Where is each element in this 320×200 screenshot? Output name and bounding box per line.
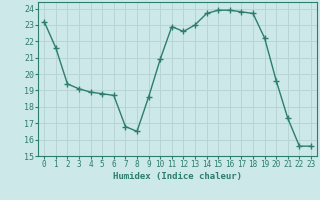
X-axis label: Humidex (Indice chaleur): Humidex (Indice chaleur) — [113, 172, 242, 181]
